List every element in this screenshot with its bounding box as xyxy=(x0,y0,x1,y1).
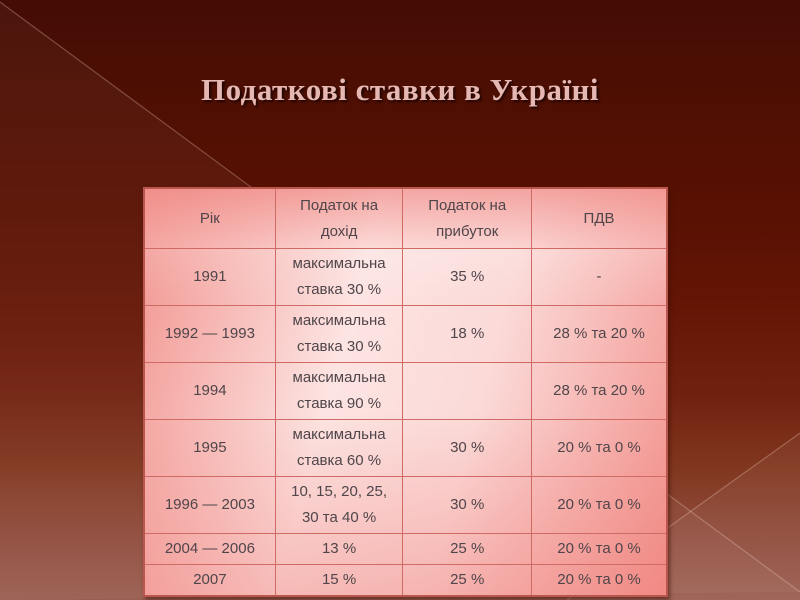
table-row: 1994 максимальна ставка 90 % 28 % та 20 … xyxy=(143,362,668,420)
cell-year: 1996 — 2003 xyxy=(143,476,276,534)
cell-profit-tax: 30 % xyxy=(402,419,533,477)
table-header-row: Рік Податок на дохід Податок на прибуток… xyxy=(143,187,668,249)
cell-vat: 20 % та 0 % xyxy=(531,564,668,597)
cell-income-tax: 15 % xyxy=(274,564,404,597)
cell-year: 2007 xyxy=(143,564,276,597)
tax-rates-table: Рік Податок на дохід Податок на прибуток… xyxy=(143,187,668,597)
cell-profit-tax: 30 % xyxy=(402,476,533,534)
cell-income-tax: 13 % xyxy=(274,533,404,565)
column-header-profit-tax: Податок на прибуток xyxy=(402,187,533,249)
table-row: 1996 — 2003 10, 15, 20, 25, 30 та 40 % 3… xyxy=(143,476,668,534)
cell-vat: - xyxy=(531,248,668,306)
table-row: 1992 — 1993 максимальна ставка 30 % 18 %… xyxy=(143,305,668,363)
cell-income-tax: максимальна ставка 90 % xyxy=(274,362,404,420)
table-row: 2004 — 2006 13 % 25 % 20 % та 0 % xyxy=(143,533,668,565)
cell-income-tax: 10, 15, 20, 25, 30 та 40 % xyxy=(274,476,404,534)
cell-year: 1991 xyxy=(143,248,276,306)
cell-profit-tax xyxy=(402,362,533,420)
cell-year: 1995 xyxy=(143,419,276,477)
cell-vat: 20 % та 0 % xyxy=(531,533,668,565)
cell-profit-tax: 35 % xyxy=(402,248,533,306)
cell-income-tax: максимальна ставка 60 % xyxy=(274,419,404,477)
cell-vat: 20 % та 0 % xyxy=(531,419,668,477)
cell-vat: 20 % та 0 % xyxy=(531,476,668,534)
cell-profit-tax: 18 % xyxy=(402,305,533,363)
table-row: 2007 15 % 25 % 20 % та 0 % xyxy=(143,564,668,597)
cell-vat: 28 % та 20 % xyxy=(531,305,668,363)
column-header-income-tax: Податок на дохід xyxy=(274,187,404,249)
column-header-year: Рік xyxy=(143,187,276,249)
column-header-vat: ПДВ xyxy=(531,187,668,249)
cell-income-tax: максимальна ставка 30 % xyxy=(274,305,404,363)
cell-income-tax: максимальна ставка 30 % xyxy=(274,248,404,306)
table-row: 1991 максимальна ставка 30 % 35 % - xyxy=(143,248,668,306)
cell-year: 1992 — 1993 xyxy=(143,305,276,363)
cell-year: 2004 — 2006 xyxy=(143,533,276,565)
cell-year: 1994 xyxy=(143,362,276,420)
cell-profit-tax: 25 % xyxy=(402,533,533,565)
cell-vat: 28 % та 20 % xyxy=(531,362,668,420)
table-row: 1995 максимальна ставка 60 % 30 % 20 % т… xyxy=(143,419,668,477)
slide-title: Податкові ставки в Україні xyxy=(200,72,600,107)
cell-profit-tax: 25 % xyxy=(402,564,533,597)
